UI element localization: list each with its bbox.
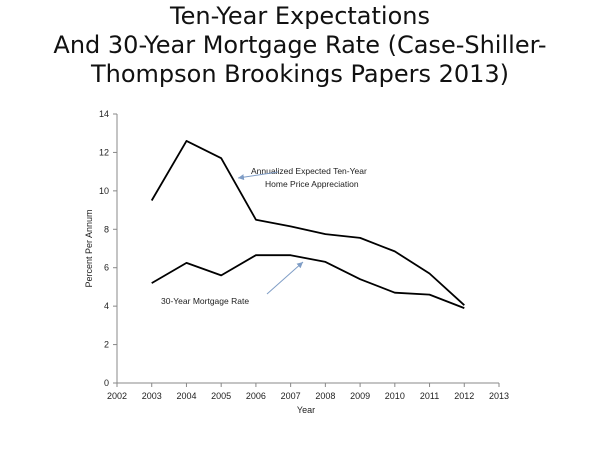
data-point-series-1 bbox=[289, 225, 291, 227]
x-tick-label: 2012 bbox=[454, 391, 474, 401]
series-line-2 bbox=[151, 254, 465, 309]
y-axis-label: Percent Per Annum bbox=[84, 209, 94, 287]
x-tick-label: 2013 bbox=[489, 391, 509, 401]
x-tick-label: 2008 bbox=[315, 391, 335, 401]
annotation-expected-appreciation-line-2: Home Price Appreciation bbox=[265, 179, 359, 189]
x-tick-label: 2004 bbox=[176, 391, 196, 401]
x-tick-label: 2007 bbox=[281, 391, 301, 401]
data-point-series-1 bbox=[185, 140, 187, 142]
data-point-series-2 bbox=[255, 254, 257, 256]
y-tick-label: 6 bbox=[104, 263, 109, 273]
data-point-series-1 bbox=[394, 250, 396, 252]
y-tick-label: 8 bbox=[104, 224, 109, 234]
data-point-series-2 bbox=[324, 261, 326, 263]
data-point-series-2 bbox=[220, 274, 222, 276]
x-tick-label: 2009 bbox=[350, 391, 370, 401]
data-point-series-2 bbox=[289, 254, 291, 256]
y-tick-label: 4 bbox=[104, 301, 109, 311]
data-point-series-1 bbox=[359, 237, 361, 239]
y-tick-label: 2 bbox=[104, 340, 109, 350]
x-axis-label: Year bbox=[297, 405, 315, 415]
data-point-series-1 bbox=[428, 272, 430, 274]
series-line-1 bbox=[150, 139, 465, 306]
data-point-series-2 bbox=[463, 307, 465, 309]
title-line-2: And 30-Year Mortgage Rate (Case-Shiller- bbox=[53, 31, 547, 59]
data-point-series-1 bbox=[324, 233, 326, 235]
x-tick-label: 2005 bbox=[211, 391, 231, 401]
x-tick-label: 2006 bbox=[246, 391, 266, 401]
title-line-1: Ten-Year Expectations bbox=[170, 2, 430, 30]
data-point-series-2 bbox=[185, 262, 187, 264]
annotation-arrow-mortgage-rate bbox=[266, 261, 304, 295]
y-tick-label: 12 bbox=[99, 147, 109, 157]
annotation-expected-appreciation-line-1: Annualized Expected Ten-Year bbox=[251, 166, 367, 176]
x-tick-label: 2002 bbox=[107, 391, 127, 401]
data-point-series-1 bbox=[151, 199, 153, 201]
y-tick-label: 10 bbox=[99, 186, 109, 196]
title-line-3: Thompson Brookings Papers 2013) bbox=[90, 60, 510, 88]
annotation-mortgage-rate: 30-Year Mortgage Rate bbox=[161, 296, 249, 306]
data-point-series-1 bbox=[255, 218, 257, 220]
annotation-arrow-expected-appreciation bbox=[237, 171, 279, 181]
data-point-series-1 bbox=[220, 157, 222, 159]
data-point-series-2 bbox=[428, 293, 430, 295]
data-point-series-2 bbox=[359, 278, 361, 280]
data-point-series-2 bbox=[394, 291, 396, 293]
y-tick-label: 0 bbox=[104, 378, 109, 388]
data-point-series-2 bbox=[151, 282, 153, 284]
chart-title: Ten-Year Expectations And 30-Year Mortga… bbox=[0, 2, 600, 89]
y-tick-label: 14 bbox=[99, 109, 109, 119]
x-tick-label: 2011 bbox=[420, 391, 439, 401]
data-point-series-1 bbox=[463, 304, 465, 306]
x-tick-label: 2010 bbox=[385, 391, 405, 401]
x-tick-label: 2003 bbox=[142, 391, 162, 401]
